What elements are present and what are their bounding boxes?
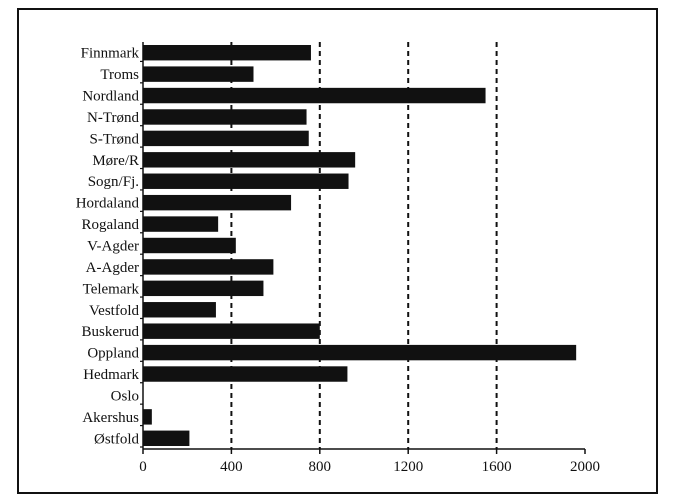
category-label-v-agder: V-Agder [87, 239, 139, 255]
bar-akershus [143, 409, 152, 425]
x-tick-label-400: 400 [220, 459, 243, 475]
category-label-oppland: Oppland [87, 346, 139, 362]
bar-v-agder [143, 237, 236, 254]
bar-a-agder [143, 259, 274, 275]
x-axis-ticks: 0 400 800 1200 1600 2000 [139, 449, 600, 475]
bar-oppland [143, 344, 577, 361]
category-label-hedmark: Hedmark [83, 367, 139, 383]
x-tick-label-1200: 1200 [393, 459, 423, 475]
bar-vestfold [143, 302, 216, 318]
category-label-rogaland: Rogaland [82, 217, 140, 233]
category-label-buskerud: Buskerud [82, 324, 140, 340]
category-label-s-trønd: S-Trønd [90, 131, 140, 147]
bar-buskerud [143, 323, 320, 339]
category-label-telemark: Telemark [83, 281, 140, 297]
bar-hordaland [143, 194, 292, 211]
bar-s-trønd [143, 130, 309, 147]
chart-frame: Finnmark Troms Nordland N-Trønd S-Trønd Møre/… [17, 8, 658, 494]
x-tick-label-0: 0 [139, 459, 147, 475]
category-label-finnmark: Finnmark [81, 46, 140, 62]
x-tick-label-800: 800 [309, 459, 332, 475]
bar-østfold [143, 430, 190, 447]
bar-chart: Finnmark Troms Nordland N-Trønd S-Trønd Møre/… [76, 42, 600, 475]
x-tick-label-2000: 2000 [570, 459, 600, 475]
category-label-a-agder: A-Agder [86, 260, 139, 276]
x-tick-label-1600: 1600 [482, 459, 512, 475]
category-label-akershus: Akershus [82, 410, 139, 426]
category-label-vestfold: Vestfold [89, 303, 139, 319]
category-label-møre-r: Møre/R [92, 153, 139, 169]
bar-finnmark [143, 44, 311, 61]
category-label-hordaland: Hordaland [76, 196, 140, 212]
category-label-sogn-fj: Sogn/Fj. [88, 174, 139, 190]
bar-rogaland [143, 216, 219, 232]
bar-n-trønd [143, 109, 307, 125]
axes [140, 42, 585, 450]
bar-nordland [143, 87, 486, 104]
category-label-østfold: Østfold [94, 431, 140, 447]
bar-møre-r [143, 152, 356, 168]
bar-troms [143, 66, 254, 82]
category-labels: Finnmark Troms Nordland N-Trønd S-Trønd Møre/… [76, 46, 140, 448]
category-label-nordland: Nordland [82, 89, 139, 105]
bar-sogn-fj [143, 173, 349, 189]
category-label-oslo: Oslo [111, 388, 139, 404]
category-label-n-trønd: N-Trønd [87, 110, 139, 126]
bar-hedmark [143, 366, 348, 382]
category-label-troms: Troms [100, 67, 139, 83]
bars [143, 44, 577, 447]
bar-telemark [143, 280, 264, 297]
